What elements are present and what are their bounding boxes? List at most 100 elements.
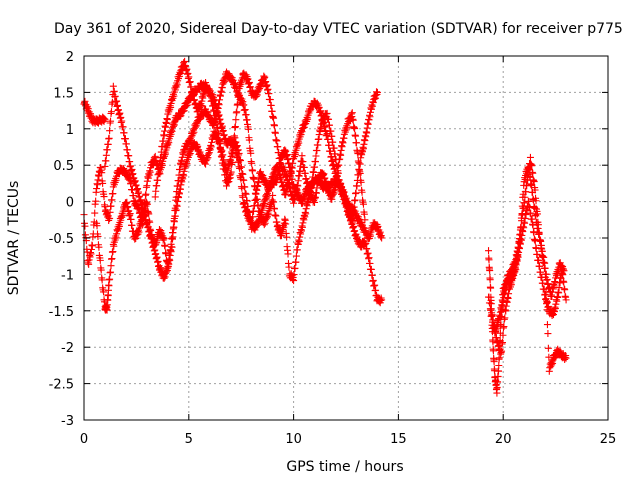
data-point-marker	[291, 264, 299, 272]
data-point-marker	[271, 205, 279, 213]
data-point-marker	[543, 297, 551, 305]
data-point-marker	[235, 149, 243, 157]
data-point-marker	[329, 138, 337, 146]
data-point-marker	[323, 130, 331, 138]
data-point-marker	[544, 330, 552, 338]
data-point-marker	[534, 221, 542, 229]
data-points	[80, 57, 570, 397]
data-point-marker	[248, 159, 256, 167]
data-point-marker	[356, 169, 364, 177]
y-tick-label: -0.5	[49, 232, 74, 247]
data-point-marker	[365, 254, 373, 262]
data-point-marker	[533, 250, 541, 258]
data-point-marker	[536, 262, 544, 270]
data-point-marker	[541, 264, 549, 272]
data-point-marker	[350, 210, 358, 218]
x-tick-label: 25	[600, 432, 617, 447]
data-point-marker	[560, 267, 568, 275]
data-point-marker	[498, 347, 506, 355]
data-point-marker	[97, 266, 105, 274]
data-point-marker	[378, 296, 386, 304]
data-point-marker	[487, 284, 495, 292]
data-point-marker	[539, 252, 547, 260]
data-point-marker	[324, 135, 332, 143]
data-point-marker	[292, 252, 300, 260]
data-point-marker	[265, 90, 273, 98]
data-point-marker	[543, 306, 551, 314]
data-point-marker	[159, 137, 167, 145]
data-point-marker	[108, 255, 116, 263]
data-point-marker	[326, 147, 334, 155]
data-point-marker	[217, 146, 225, 154]
data-point-marker	[218, 153, 226, 161]
data-point-marker	[560, 278, 568, 286]
data-point-marker	[275, 149, 283, 157]
data-point-marker	[145, 210, 153, 218]
y-tick-label: -1.5	[49, 305, 74, 320]
data-point-marker	[522, 188, 530, 196]
data-point-marker	[290, 271, 298, 279]
data-point-marker	[227, 168, 235, 176]
data-point-marker	[283, 233, 291, 241]
data-point-marker	[273, 137, 281, 145]
data-point-marker	[241, 183, 249, 191]
y-tick-label: -3	[61, 414, 74, 429]
data-point-marker	[253, 195, 261, 203]
data-point-marker	[244, 202, 252, 210]
data-point-marker	[495, 362, 503, 370]
data-point-marker	[234, 100, 242, 108]
data-point-marker	[367, 265, 375, 273]
data-point-marker	[299, 158, 307, 166]
data-point-marker	[532, 197, 540, 205]
x-tick-label: 0	[80, 432, 88, 447]
data-point-marker	[245, 208, 253, 216]
chart-title: Day 361 of 2020, Sidereal Day-to-day VTE…	[54, 21, 623, 37]
data-point-marker	[239, 193, 247, 201]
data-point-marker	[230, 132, 238, 140]
x-tick-label: 20	[495, 432, 512, 447]
y-tick-label: 0	[66, 196, 74, 211]
data-point-marker	[244, 125, 252, 133]
data-point-marker	[245, 136, 253, 144]
data-point-marker	[92, 197, 100, 205]
data-point-marker	[230, 141, 238, 149]
data-point-marker	[500, 323, 508, 331]
data-point-marker	[106, 127, 114, 135]
data-point-marker	[271, 129, 279, 137]
data-point-marker	[106, 275, 114, 283]
data-point-marker	[517, 223, 525, 231]
data-point-marker	[267, 101, 275, 109]
data-point-marker	[249, 167, 257, 175]
data-point-marker	[378, 234, 386, 242]
data-point-marker	[373, 88, 381, 96]
data-point-marker	[292, 258, 300, 266]
data-point-marker	[212, 118, 220, 126]
data-point-marker	[107, 202, 115, 210]
data-point-marker	[125, 152, 133, 160]
y-tick-label: 1.5	[53, 86, 74, 101]
data-point-marker	[529, 169, 537, 177]
data-point-marker	[272, 212, 280, 220]
data-point-marker	[284, 250, 292, 258]
data-point-marker	[359, 200, 367, 208]
data-point-marker	[215, 130, 223, 138]
data-point-marker	[485, 293, 493, 301]
data-point-marker	[162, 250, 170, 258]
data-point-marker	[123, 146, 131, 154]
data-point-marker	[544, 344, 552, 352]
y-tick-label: 1	[66, 123, 74, 138]
data-point-marker	[489, 316, 497, 324]
data-point-marker	[95, 243, 103, 251]
data-point-marker	[290, 277, 298, 285]
data-point-marker	[366, 259, 374, 267]
data-point-marker	[301, 169, 309, 177]
data-point-marker	[101, 115, 109, 123]
data-point-marker	[118, 117, 126, 125]
data-point-marker	[542, 270, 550, 278]
data-point-marker	[106, 208, 114, 216]
data-point-marker	[128, 221, 136, 229]
data-point-marker	[351, 125, 359, 133]
data-point-marker	[270, 198, 278, 206]
data-point-marker	[155, 165, 163, 173]
y-axis-label: SDTVAR / TECUs	[6, 181, 22, 296]
